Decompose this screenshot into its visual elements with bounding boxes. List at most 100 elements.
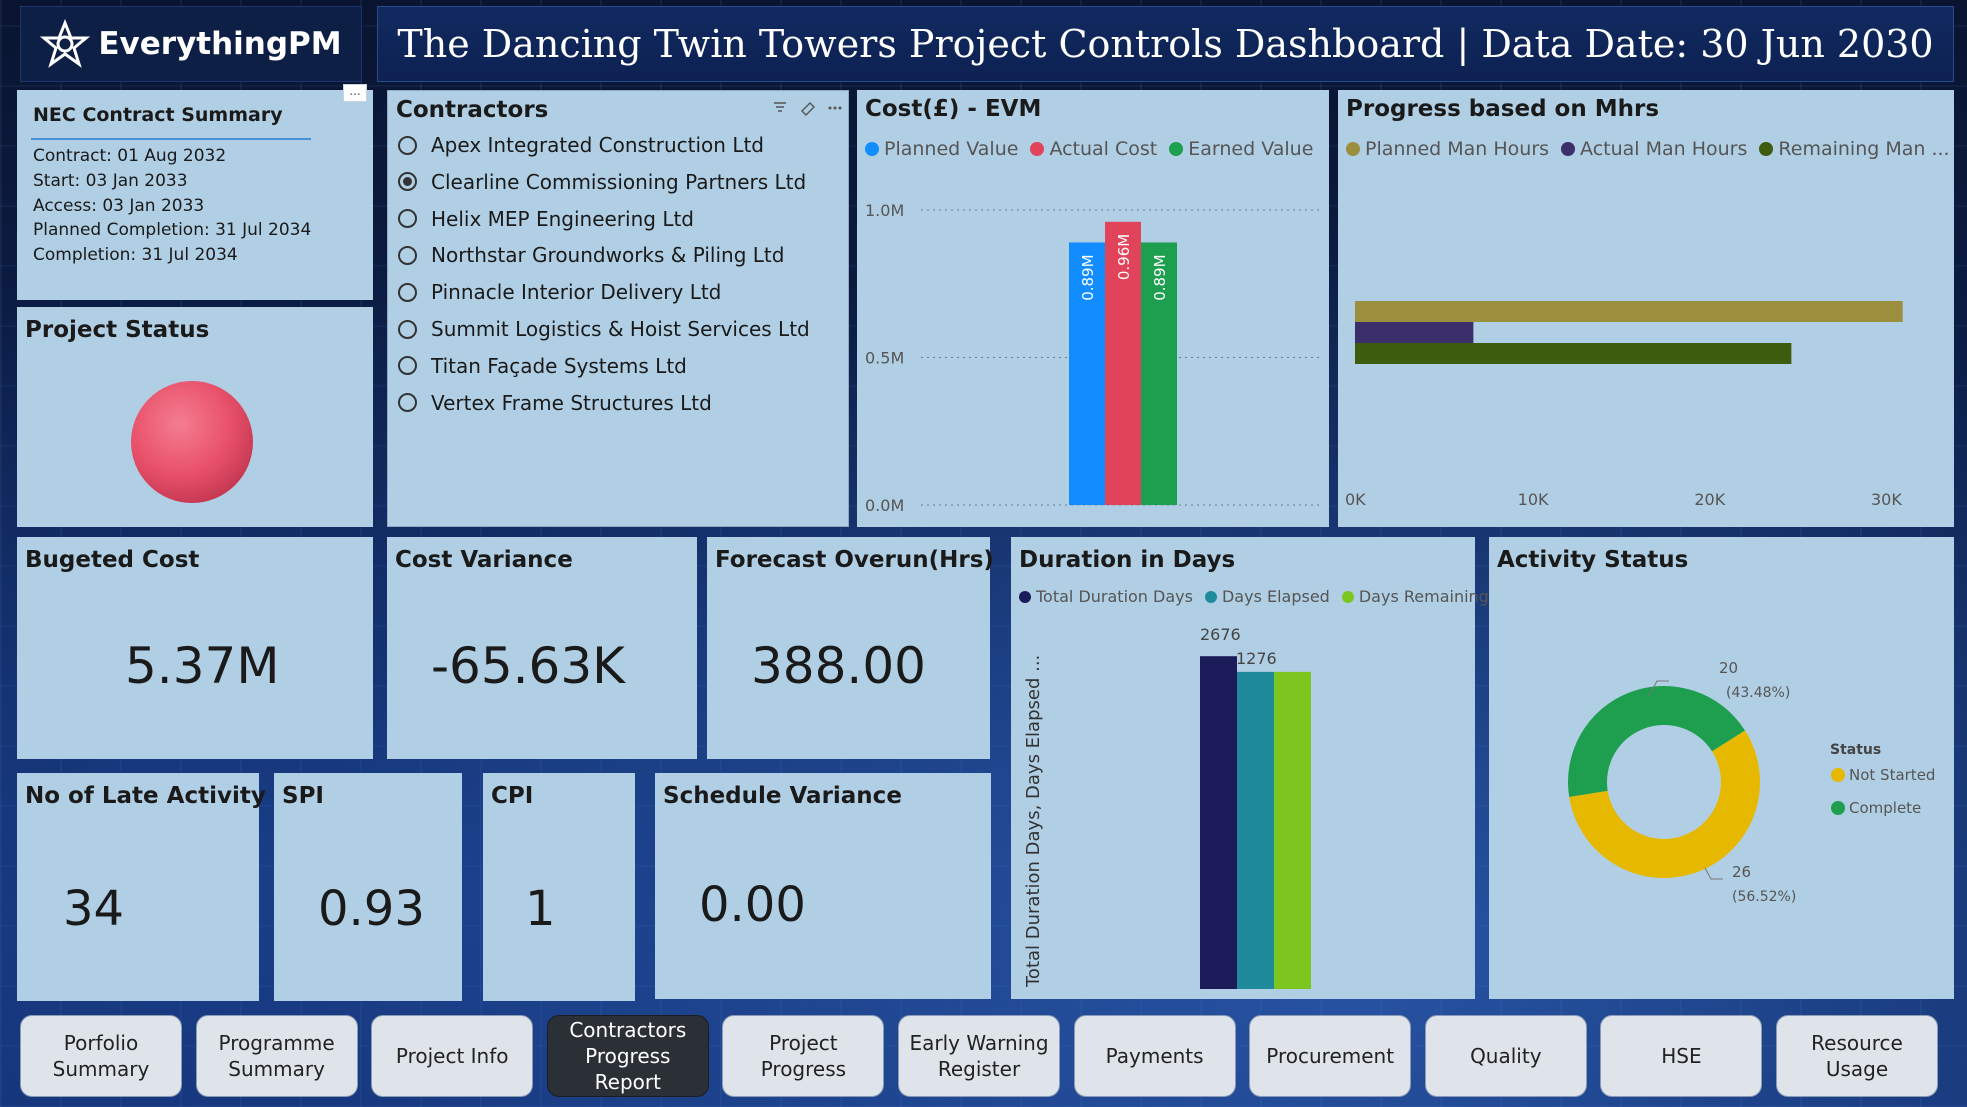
contractor-option-helix-mep-engineering-ltd[interactable]: Helix MEP Engineering Ltd (398, 207, 694, 231)
legend-item-days-remaining[interactable]: Days Remaining (1341, 587, 1489, 606)
nec-contract-date: Contract: 01 Aug 2032 (33, 146, 227, 166)
more-options-button[interactable]: ... (343, 84, 367, 102)
x-tick-label: 10K (1518, 490, 1549, 509)
legend-label: Actual Cost (1049, 138, 1158, 160)
project-status-card: Project Status (17, 307, 373, 527)
radio-button[interactable] (398, 319, 417, 339)
spi-card: SPI 0.93 (274, 773, 462, 1001)
evm-chart: 1.0M 0.5M 0.0M 0.89M 0.96M 0.89M (865, 201, 1322, 515)
contractor-label: Vertex Frame Structures Ltd (431, 390, 712, 415)
contractor-option-apex-integrated-construction-ltd[interactable]: Apex Integrated Construction Ltd (398, 133, 764, 157)
slice-pct-label: (43.48%) (1726, 685, 1790, 701)
legend-dot (1341, 590, 1354, 603)
legend-item-total-duration-days[interactable]: Total Duration Days (1019, 587, 1193, 606)
nav-button-contractors-progress-report[interactable]: Contractors Progress Report (546, 1015, 709, 1097)
leader-line (1648, 680, 1669, 697)
legend-item-planned-man-hours[interactable]: Planned Man Hours (1346, 138, 1549, 160)
schedule-variance-value: 0.00 (699, 877, 806, 933)
nav-button-procurement[interactable]: Procurement (1249, 1015, 1412, 1097)
legend-label: Remaining Man ... (1778, 138, 1950, 160)
donut-slice-complete[interactable] (1568, 686, 1745, 798)
bar-actual-cost[interactable] (1105, 221, 1141, 506)
contractor-option-vertex-frame-structures-ltd[interactable]: Vertex Frame Structures Ltd (398, 391, 712, 415)
schedule-variance-card: Schedule Variance 0.00 (655, 773, 991, 999)
legend-item-days-elapsed[interactable]: Days Elapsed (1204, 587, 1330, 606)
eraser-icon[interactable] (801, 102, 815, 116)
contractor-option-northstar-groundworks-piling-ltd[interactable]: Northstar Groundworks & Piling Ltd (398, 243, 784, 267)
contractor-label: Titan Façade Systems Ltd (431, 353, 687, 378)
nec-divider (31, 138, 311, 140)
nav-button-quality[interactable]: Quality (1424, 1015, 1587, 1097)
radio-button[interactable] (398, 209, 417, 229)
donut-slice-not-started[interactable] (1569, 730, 1760, 878)
legend-dot (865, 142, 879, 156)
more-icon[interactable] (828, 106, 842, 110)
contractor-option-titan-fa-ade-systems-ltd[interactable]: Titan Façade Systems Ltd (398, 354, 687, 378)
nav-button-porfolio-summary[interactable]: Porfolio Summary (20, 1015, 182, 1097)
bar-actual-man-hours[interactable] (1355, 322, 1474, 343)
contractor-label: Helix MEP Engineering Ltd (431, 206, 694, 231)
legend-item-earned-value[interactable]: Earned Value (1169, 138, 1313, 160)
duration-chart-card: Duration in Days Total Duration Days Days… (1011, 537, 1489, 999)
legend-label-complete[interactable]: Complete (1849, 799, 1921, 817)
bar-days-remaining[interactable] (1274, 671, 1311, 989)
legend-dot (1346, 142, 1360, 156)
slice-value-label: 20 (1719, 659, 1738, 677)
legend-item-remaining-man[interactable]: Remaining Man ... (1759, 138, 1950, 160)
cost-variance-card: Cost Variance -65.63K (387, 537, 697, 759)
evm-chart-card: Cost(£) - EVM Planned Value Actual Cost Ea… (857, 90, 1329, 527)
radio-button[interactable] (398, 393, 417, 413)
contractor-label: Pinnacle Interior Delivery Ltd (431, 280, 722, 305)
budgeted-cost-value: 5.37M (125, 637, 280, 695)
contractor-label: Apex Integrated Construction Ltd (431, 133, 764, 157)
legend-title: Status (1830, 742, 1881, 758)
bar-total-duration-days[interactable] (1200, 656, 1237, 989)
legend-dot (1759, 142, 1774, 156)
nav-button-early-warning-register[interactable]: Early Warning Register (898, 1015, 1060, 1097)
duration-chart: Total Duration Days, Days Elapsed ... 267… (1023, 625, 1311, 989)
y-tick-label: 0.5M (865, 349, 904, 368)
dashboard-title: The Dancing Twin Towers Project Controls… (397, 22, 1934, 66)
legend-label: Earned Value (1188, 138, 1314, 160)
filter-icon[interactable] (774, 102, 786, 112)
bar-planned-value[interactable] (1069, 242, 1105, 505)
late-activity-card: No of Late Activity 34 (17, 773, 266, 1001)
radio-button[interactable] (398, 135, 417, 155)
radio-button[interactable] (398, 356, 417, 376)
legend-item-planned-value[interactable]: Planned Value (865, 138, 1018, 160)
data-label: 1276 (1236, 649, 1277, 668)
bar-remaining-man[interactable] (1355, 343, 1792, 364)
logo-text: EverythingPM (98, 26, 342, 62)
legend-dot (1030, 142, 1045, 156)
forecast-overrun-title: Forecast Overun(Hrs) (715, 547, 994, 573)
bar-days-elapsed[interactable] (1237, 671, 1274, 989)
x-tick-label: 30K (1871, 490, 1902, 509)
cpi-title: CPI (491, 783, 534, 809)
slicer-header-icons (774, 102, 842, 116)
activity-status-card: Activity Status 20 (43.48%) 26 (56.52%) Stat… (1489, 537, 1954, 999)
radio-button[interactable] (398, 172, 417, 192)
nav-button-resource-usage[interactable]: Resource Usage (1776, 1015, 1938, 1097)
radio-button[interactable] (398, 245, 417, 265)
spi-title: SPI (282, 783, 324, 809)
nav-button-project-progress[interactable]: Project Progress (722, 1015, 885, 1097)
radio-button[interactable] (398, 282, 417, 302)
nav-button-payments[interactable]: Payments (1073, 1015, 1236, 1097)
legend-item-actual-cost[interactable]: Actual Cost (1030, 138, 1157, 160)
nec-planned-completion: Planned Completion: 31 Jul 2034 (33, 220, 312, 240)
bar-earned-value[interactable] (1141, 242, 1177, 505)
contractor-option-summit-logistics-hoist-services-ltd[interactable]: Summit Logistics & Hoist Services Ltd (398, 317, 810, 341)
nav-button-programme-summary[interactable]: Programme Summary (195, 1015, 358, 1097)
bar-planned-man-hours[interactable] (1355, 301, 1903, 322)
cpi-card: CPI 1 (483, 773, 635, 1001)
nav-button-project-info[interactable]: Project Info (371, 1015, 534, 1097)
legend-label-not-started[interactable]: Not Started (1849, 766, 1935, 784)
contractor-option-pinnacle-interior-delivery-ltd[interactable]: Pinnacle Interior Delivery Ltd (398, 280, 721, 304)
duration-chart-title: Duration in Days (1019, 547, 1236, 573)
nec-title: NEC Contract Summary (33, 104, 283, 126)
evm-chart-title: Cost(£) - EVM (865, 96, 1042, 122)
nav-button-hse[interactable]: HSE (1600, 1015, 1763, 1097)
legend-item-actual-man-hours[interactable]: Actual Man Hours (1561, 138, 1747, 160)
contractor-option-clearline-commissioning-partners-ltd[interactable]: Clearline Commissioning Partners Ltd (398, 170, 806, 194)
late-activity-title: No of Late Activity (25, 783, 266, 809)
